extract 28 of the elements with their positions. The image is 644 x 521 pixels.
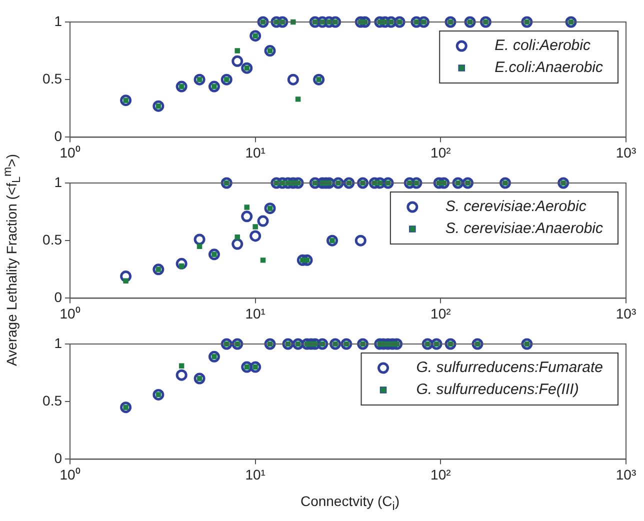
- y-tick-label: 1: [54, 174, 62, 190]
- legend-label: S. cerevisiae:Anaerobic: [445, 220, 604, 238]
- legend-label: S. cerevisiae:Aerobic: [445, 198, 587, 216]
- legend-label: G. sulfurreducens:Fe(III): [416, 381, 579, 398]
- y-tick-label: 0.5: [42, 70, 62, 86]
- x-axis-title: Connectvity (C$_{i}$): [300, 493, 400, 513]
- legend-label: G. sulfurreducens:Fumarate: [416, 359, 604, 376]
- x-tick-label: 10⁰: [60, 466, 80, 482]
- y-tick-label: 1: [54, 334, 62, 351]
- x-tick-label: 10¹: [245, 305, 266, 322]
- x-tick-label: 10¹: [245, 144, 266, 160]
- x-tick-label: 10²: [430, 305, 452, 322]
- x-tick-label: 10³: [616, 144, 636, 160]
- y-tick-label: 0: [54, 128, 62, 144]
- y-tick-label: 0.5: [42, 231, 62, 248]
- x-tick-label: 10¹: [245, 466, 266, 482]
- x-tick-label: 10³: [616, 466, 636, 482]
- x-tick-label: 10²: [430, 466, 452, 482]
- y-tick-label: 0: [54, 450, 62, 466]
- y-tick-label: 1: [54, 12, 62, 29]
- x-tick-label: 10⁰: [60, 305, 80, 322]
- legend-label: E. coli:Aerobic: [494, 37, 591, 54]
- x-tick-label: 10²: [430, 144, 452, 160]
- y-tick-label: 0: [54, 289, 62, 306]
- y-tick-label: 0.5: [42, 392, 62, 408]
- x-tick-label: 10³: [616, 305, 636, 322]
- x-tick-label: 10⁰: [60, 144, 80, 160]
- legend-label: E.coli:Anaerobic: [494, 59, 604, 76]
